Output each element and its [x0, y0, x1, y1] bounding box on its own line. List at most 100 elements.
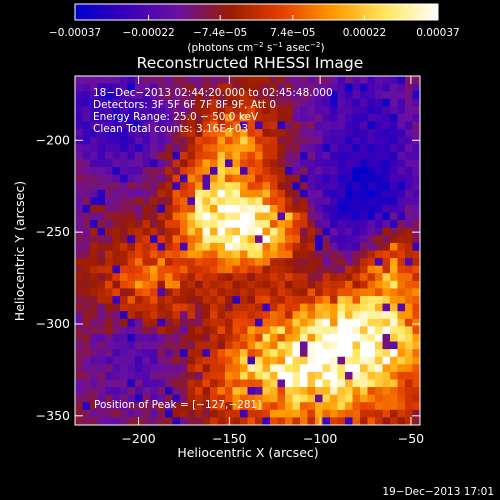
- heatmap-cell: [225, 311, 234, 320]
- heatmap-cell: [90, 106, 99, 115]
- heatmap-cell: [150, 341, 159, 350]
- heatmap-cell: [90, 409, 99, 419]
- heatmap-cell: [255, 258, 264, 267]
- heatmap-cell: [270, 394, 279, 403]
- heatmap-cell: [150, 417, 159, 425]
- heatmap-cell: [270, 129, 279, 138]
- heatmap-cell: [262, 409, 271, 419]
- heatmap-cell: [120, 136, 129, 145]
- heatmap-cell: [135, 296, 144, 305]
- heatmap-cell: [187, 235, 196, 244]
- heatmap-cell: [82, 106, 91, 115]
- heatmap-cell: [375, 288, 384, 297]
- heatmap-cell: [277, 409, 286, 419]
- heatmap-cell: [360, 265, 369, 274]
- heatmap-cell: [337, 333, 346, 343]
- heatmap-cell: [322, 311, 331, 320]
- heatmap-cell: [232, 235, 241, 244]
- heatmap-cell: [405, 296, 414, 305]
- heatmap-cell: [390, 159, 399, 168]
- heatmap-cell: [367, 326, 376, 335]
- heatmap-cell: [165, 144, 174, 153]
- heatmap-cell: [360, 311, 369, 320]
- heatmap-cell: [172, 113, 181, 123]
- heatmap-cell: [202, 189, 211, 198]
- heatmap-cell: [315, 113, 324, 123]
- heatmap-cell: [75, 356, 84, 365]
- heatmap-cell: [165, 136, 174, 145]
- heatmap-cell: [150, 379, 159, 388]
- heatmap-cell: [337, 174, 346, 183]
- heatmap-cell: [217, 356, 226, 365]
- heatmap-cell: [135, 106, 144, 115]
- heatmap-cell: [97, 326, 106, 335]
- heatmap-cell: [300, 220, 309, 229]
- heatmap-cell: [352, 356, 361, 365]
- heatmap-cell: [345, 273, 354, 282]
- heatmap-cell: [412, 250, 420, 259]
- heatmap-cell: [165, 121, 174, 130]
- heatmap-cell: [382, 371, 391, 381]
- heatmap-cell: [352, 409, 361, 419]
- heatmap-cell: [232, 417, 241, 425]
- heatmap-cell: [127, 189, 136, 198]
- heatmap-cell: [367, 280, 376, 290]
- heatmap-cell: [225, 318, 234, 327]
- heatmap-cell: [375, 333, 384, 343]
- heatmap-cell: [412, 371, 420, 381]
- heatmap-cell: [82, 220, 91, 229]
- heatmap-cell: [240, 341, 249, 350]
- heatmap-cell: [270, 371, 279, 381]
- heatmap-cell: [262, 318, 271, 327]
- heatmap-cell: [360, 394, 369, 403]
- heatmap-cell: [75, 333, 84, 343]
- heatmap-cell: [285, 387, 294, 396]
- heatmap-cell: [232, 189, 241, 198]
- heatmap-cell: [382, 106, 391, 115]
- heatmap-cell: [405, 106, 414, 115]
- heatmap-cell: [82, 151, 91, 161]
- heatmap-cell: [105, 387, 114, 396]
- heatmap-cell: [75, 318, 84, 327]
- heatmap-cell: [172, 151, 181, 161]
- heatmap-cell: [412, 136, 420, 145]
- heatmap-cell: [195, 227, 204, 236]
- heatmap-cell: [397, 197, 406, 206]
- heatmap-cell: [195, 333, 204, 343]
- heatmap-cell: [262, 296, 271, 305]
- heatmap-cell: [202, 280, 211, 290]
- heatmap-cell: [225, 197, 234, 206]
- heatmap-cell: [285, 417, 294, 425]
- heatmap-cell: [322, 167, 331, 176]
- heatmap-cell: [97, 409, 106, 419]
- heatmap-cell: [172, 227, 181, 236]
- heatmap-cell: [172, 356, 181, 365]
- heatmap-cell: [165, 318, 174, 327]
- heatmap-cell: [165, 280, 174, 290]
- heatmap-cell: [150, 250, 159, 259]
- heatmap-cell: [277, 296, 286, 305]
- heatmap-cell: [97, 113, 106, 123]
- heatmap-cell: [75, 273, 84, 282]
- heatmap-cell: [135, 151, 144, 161]
- heatmap-cell: [232, 197, 241, 206]
- heatmap-cell: [405, 91, 414, 100]
- heatmap-cell: [232, 159, 241, 168]
- heatmap-cell: [105, 159, 114, 168]
- heatmap-cell: [255, 288, 264, 297]
- heatmap-cell: [285, 364, 294, 373]
- heatmap-cell: [217, 151, 226, 161]
- heatmap-cell: [127, 250, 136, 259]
- heatmap-cell: [270, 76, 279, 85]
- heatmap-cell: [172, 311, 181, 320]
- heatmap-cell: [397, 371, 406, 381]
- heatmap-cell: [105, 280, 114, 290]
- heatmap-cell: [120, 129, 129, 138]
- heatmap-cell: [195, 288, 204, 297]
- heatmap-cell: [345, 121, 354, 130]
- heatmap-cell: [172, 349, 181, 358]
- heatmap-cell: [210, 250, 219, 259]
- heatmap-cell: [375, 250, 384, 259]
- heatmap-cell: [210, 280, 219, 290]
- heatmap-cell: [210, 387, 219, 396]
